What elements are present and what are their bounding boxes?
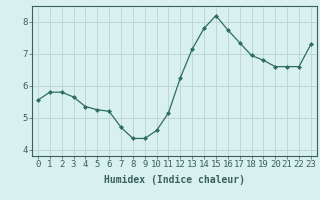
X-axis label: Humidex (Indice chaleur): Humidex (Indice chaleur) — [104, 175, 245, 185]
